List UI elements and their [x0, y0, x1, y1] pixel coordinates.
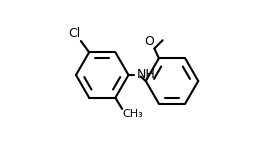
Text: Cl: Cl — [68, 27, 80, 40]
Text: CH₃: CH₃ — [123, 110, 143, 119]
Text: O: O — [144, 35, 154, 48]
Text: NH: NH — [137, 69, 155, 81]
